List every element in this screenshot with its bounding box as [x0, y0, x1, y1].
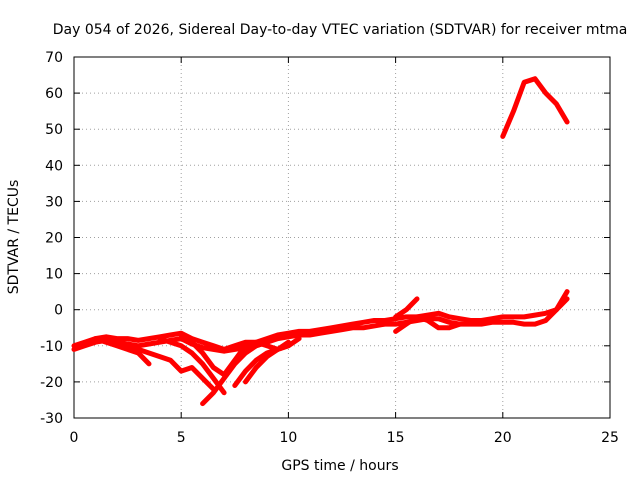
- series-line-trace-2: [71, 289, 570, 354]
- axis-ticks: 0 5 10 15 20 25 -30 -20 -10 0 10 20 30 40 50 60 70: [40, 50, 619, 446]
- series-line-trace-12: [500, 76, 570, 139]
- series-line-trace-10: [393, 314, 463, 334]
- series-line-trace-11: [393, 296, 420, 320]
- series-line-trace-7: [200, 339, 270, 407]
- y-tick-label: 10: [45, 267, 63, 283]
- series-line-trace-6: [178, 332, 291, 378]
- x-tick-label: 5: [177, 430, 186, 446]
- y-tick-label: 30: [45, 194, 63, 210]
- y-tick-label: 40: [45, 158, 63, 174]
- series-line-trace-4: [125, 343, 216, 392]
- series-line-trace-9: [243, 339, 291, 385]
- y-tick-label: 20: [45, 231, 63, 247]
- y-tick-label: 0: [54, 303, 63, 319]
- x-tick-label: 15: [387, 430, 405, 446]
- x-axis-label: GPS time / hours: [281, 458, 398, 474]
- series-line-trace-1: [71, 296, 570, 352]
- y-tick-label: -30: [40, 411, 63, 427]
- x-tick-label: 0: [70, 430, 79, 446]
- series-line-trace-3: [92, 336, 152, 367]
- y-tick-label: 70: [45, 50, 63, 66]
- y-tick-label: 50: [45, 122, 63, 138]
- chart-title: Day 054 of 2026, Sidereal Day-to-day VTE…: [53, 22, 628, 38]
- x-tick-label: 25: [601, 430, 619, 446]
- y-axis-label: SDTVAR / TECUs: [6, 180, 22, 295]
- x-tick-label: 10: [279, 430, 297, 446]
- series-line-trace-8: [232, 336, 302, 388]
- grid: [74, 57, 610, 418]
- x-tick-label: 20: [494, 430, 512, 446]
- y-tick-label: -10: [40, 339, 63, 355]
- y-tick-label: -20: [40, 375, 63, 391]
- y-tick-label: 60: [45, 86, 63, 102]
- series-line-trace-5: [157, 336, 227, 396]
- data-series: [71, 76, 570, 407]
